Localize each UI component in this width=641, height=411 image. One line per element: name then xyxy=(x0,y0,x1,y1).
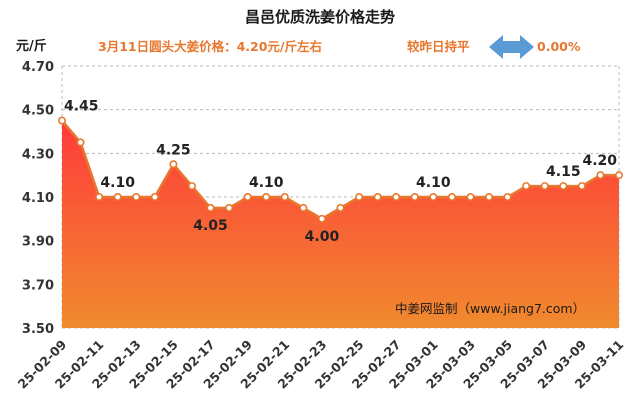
data-point xyxy=(113,193,122,202)
watermark: 中姜网监制（www.jiang7.com） xyxy=(395,301,585,316)
data-markers xyxy=(57,116,623,223)
data-point xyxy=(57,116,66,125)
data-point xyxy=(392,193,401,202)
headline-compare: 较昨日持平 xyxy=(407,39,470,54)
data-point xyxy=(95,193,104,202)
data-point xyxy=(169,160,178,169)
y-tick-label: 4.50 xyxy=(22,104,54,119)
data-label: 4.00 xyxy=(305,229,340,245)
data-point xyxy=(503,193,512,202)
data-point xyxy=(262,193,271,202)
y-tick-label: 4.30 xyxy=(22,147,54,162)
data-point xyxy=(299,203,308,212)
data-point xyxy=(150,193,159,202)
data-label: 4.45 xyxy=(64,99,99,115)
data-point xyxy=(429,193,438,202)
data-label: 4.10 xyxy=(249,175,284,191)
data-point xyxy=(485,193,494,202)
data-point xyxy=(187,182,196,191)
y-tick-label: 4.10 xyxy=(22,191,54,206)
data-point xyxy=(206,203,215,212)
data-point xyxy=(447,193,456,202)
y-tick-label: 3.50 xyxy=(22,322,54,337)
data-point xyxy=(559,182,568,191)
data-point xyxy=(466,193,475,202)
data-point xyxy=(596,171,605,180)
area-series xyxy=(61,119,619,328)
x-axis-ticks: 25-02-0925-02-1125-02-1325-02-1525-02-17… xyxy=(15,337,627,392)
data-label: 4.05 xyxy=(193,218,228,234)
chart-title: 昌邑优质洗姜价格走势 xyxy=(245,8,395,26)
data-point xyxy=(317,214,326,223)
data-point xyxy=(76,138,85,147)
data-point xyxy=(614,171,623,180)
y-unit-label: 元/斤 xyxy=(16,38,47,54)
data-point xyxy=(410,193,419,202)
data-labels: 4.45 4.10 4.25 4.05 4.10 4.00 4.10 4.154.20 xyxy=(64,99,617,245)
y-axis-ticks: 3.50 3.70 3.90 4.10 4.30 4.50 4.70 xyxy=(22,60,54,337)
data-point xyxy=(280,193,289,202)
data-point xyxy=(336,203,345,212)
data-label: 4.10 xyxy=(100,175,135,191)
double-arrow-icon xyxy=(489,35,534,59)
data-point xyxy=(355,193,364,202)
data-label: 4.20 xyxy=(582,153,617,169)
y-tick-label: 3.70 xyxy=(22,278,54,293)
data-label: 4.10 xyxy=(416,175,451,191)
data-point xyxy=(243,193,252,202)
headline-change: 0.00% xyxy=(537,39,581,54)
area-fill xyxy=(62,120,619,328)
data-label: 4.25 xyxy=(156,142,191,158)
data-point xyxy=(522,182,531,191)
data-point xyxy=(373,193,382,202)
headline-price: 3月11日圆头大姜价格：4.20元/斤左右 xyxy=(98,39,322,54)
y-tick-label: 3.90 xyxy=(22,235,54,250)
data-point xyxy=(132,193,141,202)
data-point xyxy=(225,203,234,212)
data-point xyxy=(577,182,586,191)
data-point xyxy=(540,182,549,191)
y-tick-label: 4.70 xyxy=(22,60,54,75)
data-label: 4.15 xyxy=(546,164,581,180)
